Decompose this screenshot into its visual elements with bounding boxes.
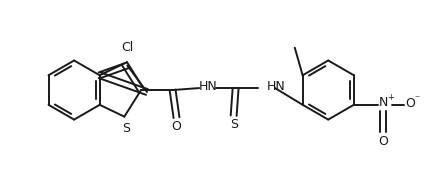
Text: S: S	[122, 122, 130, 135]
Text: +: +	[387, 93, 394, 102]
Text: O: O	[378, 135, 388, 148]
Text: HN: HN	[267, 80, 286, 93]
Text: Cl: Cl	[121, 41, 133, 54]
Text: O: O	[172, 120, 181, 133]
Text: O: O	[405, 97, 415, 110]
Text: ⁻: ⁻	[414, 94, 419, 104]
Text: N: N	[379, 96, 388, 109]
Text: S: S	[230, 118, 238, 131]
Text: HN: HN	[198, 80, 218, 93]
